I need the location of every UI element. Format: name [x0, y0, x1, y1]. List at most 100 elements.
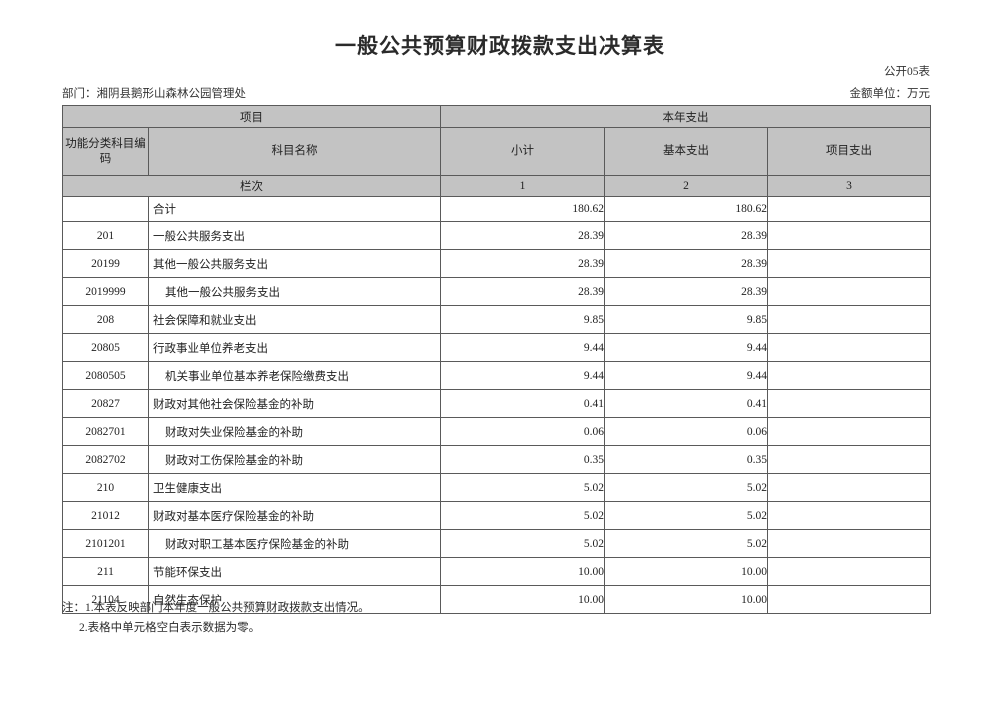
note-line-1: 注：1.本表反映部门本年度一般公共预算财政拨款支出情况。: [62, 602, 370, 614]
cell-function-code: 201: [62, 221, 149, 250]
group-header-current-year: 本年支出: [439, 105, 932, 128]
cell-project-expenditure: [766, 389, 932, 418]
table-notes: 注：1.本表反映部门本年度一般公共预算财政拨款支出情况。 2.表格中单元格空白表…: [62, 598, 370, 638]
cell-project-expenditure: [766, 445, 932, 474]
cell-basic-expenditure: 10.00: [604, 585, 768, 614]
cell-subtotal: 5.02: [440, 501, 605, 530]
cell-basic-expenditure: 5.02: [604, 473, 768, 502]
cell-project-expenditure: [766, 585, 932, 614]
cell-project-expenditure: [766, 305, 932, 334]
cell-function-code: [62, 196, 149, 222]
cell-subtotal: 180.62: [440, 196, 605, 222]
group-header-item: 项目: [62, 105, 441, 128]
cell-function-code: 20827: [62, 389, 149, 418]
table-row: 2080505 机关事业单位基本养老保险缴费支出 9.44 9.44: [62, 361, 932, 390]
cell-subject-name: 其他一般公共服务支出: [148, 277, 441, 306]
table-row: 合计 180.62 180.62: [62, 196, 932, 222]
cell-basic-expenditure: 5.02: [604, 529, 768, 558]
cell-subject-name: 其他一般公共服务支出: [148, 249, 441, 278]
cell-function-code: 2082701: [62, 417, 149, 446]
cell-basic-expenditure: 0.06: [604, 417, 768, 446]
cell-subject-name: 合计: [148, 196, 441, 222]
cell-subtotal: 28.39: [440, 221, 605, 250]
cell-function-code: 2019999: [62, 277, 149, 306]
cell-basic-expenditure: 9.44: [604, 333, 768, 362]
cell-basic-expenditure: 0.35: [604, 445, 768, 474]
table-row: 211 节能环保支出 10.00 10.00: [62, 557, 932, 586]
cell-subtotal: 28.39: [440, 277, 605, 306]
cell-subtotal: 0.06: [440, 417, 605, 446]
cell-function-code: 21104: [62, 585, 149, 614]
table-row: 2101201 财政对职工基本医疗保险基金的补助 5.02 5.02: [62, 529, 932, 558]
cell-function-code: 20199: [62, 249, 149, 278]
cell-project-expenditure: [766, 473, 932, 502]
cell-project-expenditure: [766, 333, 932, 362]
column-index-3: 3: [766, 175, 932, 197]
cell-subtotal: 9.85: [440, 305, 605, 334]
cell-project-expenditure: [766, 501, 932, 530]
cell-basic-expenditure: 10.00: [604, 557, 768, 586]
column-header-subject-name: 科目名称: [148, 127, 441, 176]
cell-subject-name: 节能环保支出: [148, 557, 441, 586]
table-row: 21104 自然生态保护 10.00 10.00: [62, 585, 932, 614]
cell-subtotal: 9.44: [440, 361, 605, 390]
cell-subject-name: 卫生健康支出: [148, 473, 441, 502]
table-row: 210 卫生健康支出 5.02 5.02: [62, 473, 932, 502]
amount-unit-label: 金额单位：万元: [849, 88, 931, 100]
cell-basic-expenditure: 28.39: [604, 221, 768, 250]
page-title: 一般公共预算财政拨款支出决算表: [335, 34, 665, 58]
table-group-header-row: 项目 本年支出: [62, 105, 932, 128]
table-row: 2019999 其他一般公共服务支出 28.39 28.39: [62, 277, 932, 306]
column-header-subtotal: 小计: [440, 127, 605, 176]
cell-basic-expenditure: 9.85: [604, 305, 768, 334]
cell-subject-name: 财政对其他社会保险基金的补助: [148, 389, 441, 418]
cell-subtotal: 5.02: [440, 473, 605, 502]
cell-subtotal: 10.00: [440, 585, 605, 614]
cell-basic-expenditure: 0.41: [604, 389, 768, 418]
cell-project-expenditure: [766, 529, 932, 558]
cell-project-expenditure: [766, 221, 932, 250]
note-line-2: 2.表格中单元格空白表示数据为零。: [79, 622, 261, 635]
table-row: 20199 其他一般公共服务支出 28.39 28.39: [62, 249, 932, 278]
table-column-index-row: 栏次 1 2 3: [62, 175, 932, 197]
cell-subject-name: 自然生态保护: [148, 585, 441, 614]
table-row: 20827 财政对其他社会保险基金的补助 0.41 0.41: [62, 389, 932, 418]
cell-function-code: 208: [62, 305, 149, 334]
cell-function-code: 210: [62, 473, 149, 502]
cell-subject-name: 行政事业单位养老支出: [148, 333, 441, 362]
cell-function-code: 21012: [62, 501, 149, 530]
cell-basic-expenditure: 5.02: [604, 501, 768, 530]
cell-project-expenditure: [766, 196, 932, 222]
table-row: 20805 行政事业单位养老支出 9.44 9.44: [62, 333, 932, 362]
cell-subject-name: 财政对工伤保险基金的补助: [148, 445, 441, 474]
cell-basic-expenditure: 28.39: [604, 249, 768, 278]
table-row: 21012 财政对基本医疗保险基金的补助 5.02 5.02: [62, 501, 932, 530]
cell-function-code: 2101201: [62, 529, 149, 558]
cell-project-expenditure: [766, 417, 932, 446]
cell-subtotal: 5.02: [440, 529, 605, 558]
cell-project-expenditure: [766, 277, 932, 306]
cell-project-expenditure: [766, 557, 932, 586]
cell-subtotal: 10.00: [440, 557, 605, 586]
table-row: 201 一般公共服务支出 28.39 28.39: [62, 221, 932, 250]
cell-basic-expenditure: 28.39: [604, 277, 768, 306]
column-header-basic-expenditure: 基本支出: [604, 127, 768, 176]
cell-subtotal: 9.44: [440, 333, 605, 362]
cell-function-code: 20805: [62, 333, 149, 362]
cell-subtotal: 28.39: [440, 249, 605, 278]
cell-basic-expenditure: 9.44: [604, 361, 768, 390]
cell-subtotal: 0.35: [440, 445, 605, 474]
table-row: 208 社会保障和就业支出 9.85 9.85: [62, 305, 932, 334]
cell-subtotal: 0.41: [440, 389, 605, 418]
column-header-project-expenditure: 项目支出: [766, 127, 932, 176]
form-code-label: 公开05表: [884, 66, 930, 78]
cell-project-expenditure: [766, 249, 932, 278]
cell-subject-name: 社会保障和就业支出: [148, 305, 441, 334]
table-row: 2082701 财政对失业保险基金的补助 0.06 0.06: [62, 417, 932, 446]
cell-function-code: 2082702: [62, 445, 149, 474]
cell-function-code: 211: [62, 557, 149, 586]
cell-subject-name: 财政对失业保险基金的补助: [148, 417, 441, 446]
cell-subject-name: 一般公共服务支出: [148, 221, 441, 250]
cell-subject-name: 财政对基本医疗保险基金的补助: [148, 501, 441, 530]
